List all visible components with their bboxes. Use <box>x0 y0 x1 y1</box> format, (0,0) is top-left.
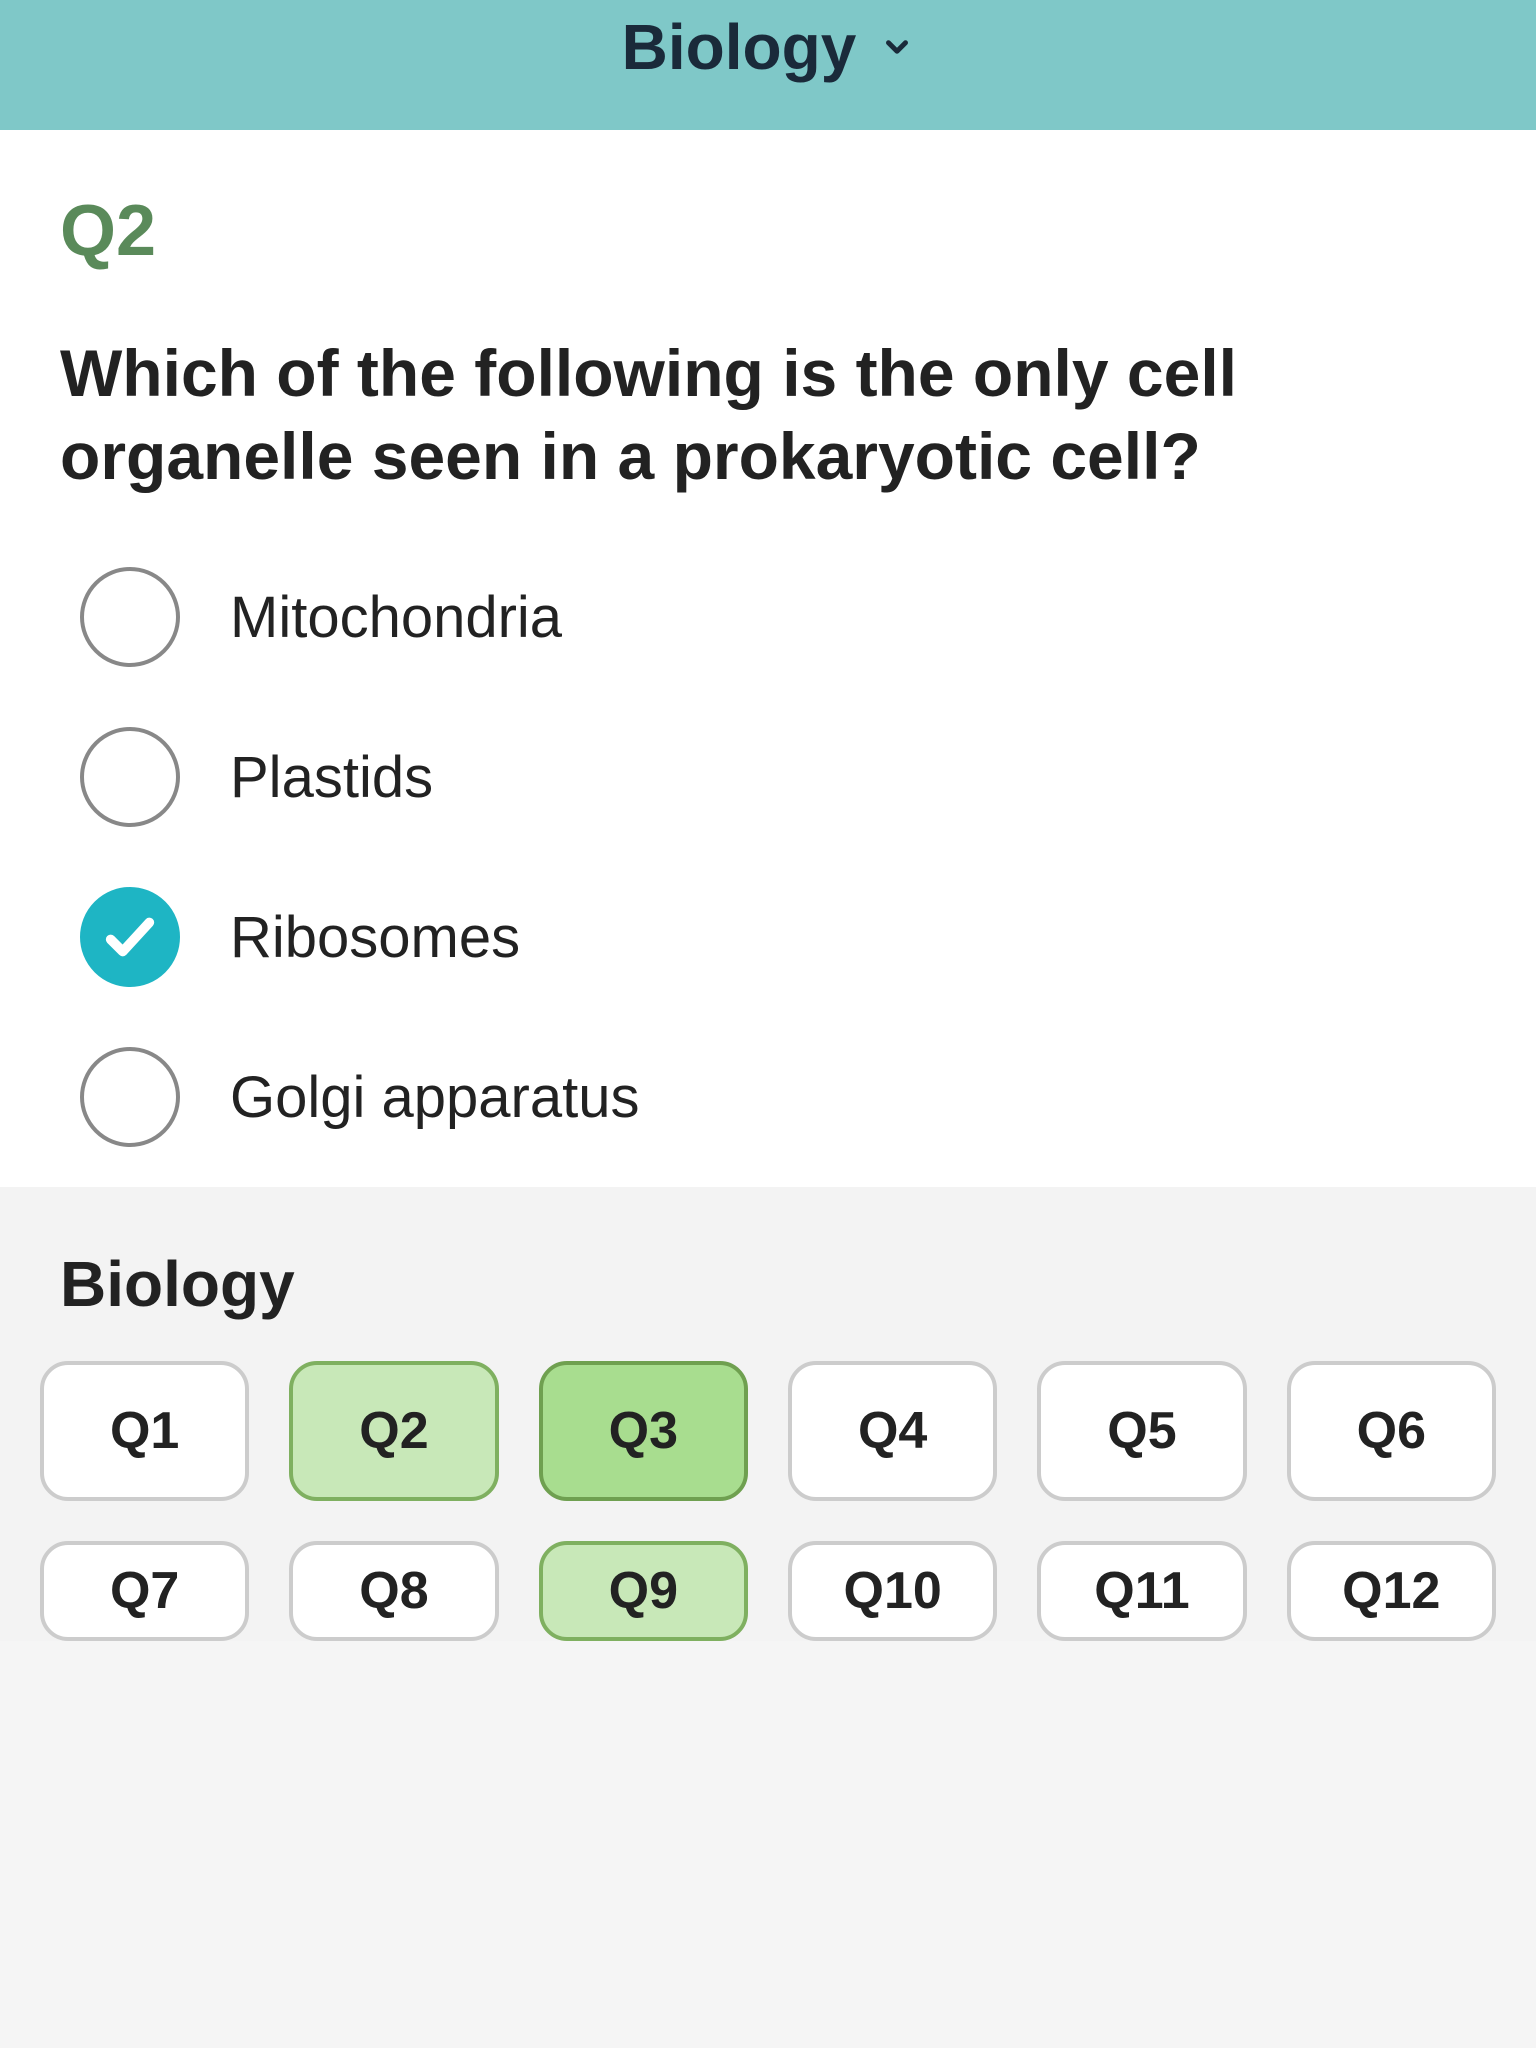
header-bar: Biology <box>0 0 1536 130</box>
radio-checked-icon <box>80 887 180 987</box>
nav-q11[interactable]: Q11 <box>1037 1541 1246 1641</box>
nav-label: Q6 <box>1357 1401 1426 1461</box>
nav-label: Q7 <box>110 1561 179 1621</box>
nav-label: Q2 <box>359 1401 428 1461</box>
nav-q3[interactable]: Q3 <box>539 1361 748 1501</box>
nav-label: Q1 <box>110 1401 179 1461</box>
radio-unchecked-icon <box>80 727 180 827</box>
subject-title: Biology <box>622 10 857 84</box>
nav-label: Q3 <box>609 1401 678 1461</box>
option-label: Mitochondria <box>230 584 562 651</box>
nav-label: Q8 <box>359 1561 428 1621</box>
chevron-down-icon <box>880 30 914 64</box>
option-golgi[interactable]: Golgi apparatus <box>80 1047 1476 1147</box>
nav-q9[interactable]: Q9 <box>539 1541 748 1641</box>
nav-label: Q10 <box>844 1561 942 1621</box>
nav-q12[interactable]: Q12 <box>1287 1541 1496 1641</box>
option-ribosomes[interactable]: Ribosomes <box>80 887 1476 987</box>
question-text: Which of the following is the only cell … <box>60 332 1476 497</box>
question-nav-grid-2: Q7 Q8 Q9 Q10 Q11 Q12 <box>40 1541 1496 1641</box>
option-mitochondria[interactable]: Mitochondria <box>80 567 1476 667</box>
nav-q2[interactable]: Q2 <box>289 1361 498 1501</box>
nav-label: Q4 <box>858 1401 927 1461</box>
nav-label: Q5 <box>1107 1401 1176 1461</box>
nav-q1[interactable]: Q1 <box>40 1361 249 1501</box>
radio-unchecked-icon <box>80 567 180 667</box>
question-number: Q2 <box>60 190 1476 272</box>
nav-q6[interactable]: Q6 <box>1287 1361 1496 1501</box>
nav-q7[interactable]: Q7 <box>40 1541 249 1641</box>
option-label: Ribosomes <box>230 904 520 971</box>
question-nav-section: Biology Q1 Q2 Q3 Q4 Q5 Q6 Q7 Q8 Q9 Q10 Q… <box>0 1187 1536 1641</box>
option-label: Plastids <box>230 744 433 811</box>
radio-unchecked-icon <box>80 1047 180 1147</box>
nav-q8[interactable]: Q8 <box>289 1541 498 1641</box>
option-plastids[interactable]: Plastids <box>80 727 1476 827</box>
nav-q10[interactable]: Q10 <box>788 1541 997 1641</box>
nav-q5[interactable]: Q5 <box>1037 1361 1246 1501</box>
option-label: Golgi apparatus <box>230 1064 639 1131</box>
question-panel: Q2 Which of the following is the only ce… <box>0 130 1536 1187</box>
question-nav-grid: Q1 Q2 Q3 Q4 Q5 Q6 <box>40 1361 1496 1501</box>
nav-label: Q11 <box>1094 1561 1189 1621</box>
subject-dropdown[interactable]: Biology <box>622 10 915 84</box>
nav-section-title: Biology <box>40 1247 1496 1321</box>
nav-q4[interactable]: Q4 <box>788 1361 997 1501</box>
options-list: Mitochondria Plastids Ribosomes Golgi ap… <box>60 567 1476 1147</box>
nav-label: Q12 <box>1342 1561 1440 1621</box>
nav-label: Q9 <box>609 1561 678 1621</box>
